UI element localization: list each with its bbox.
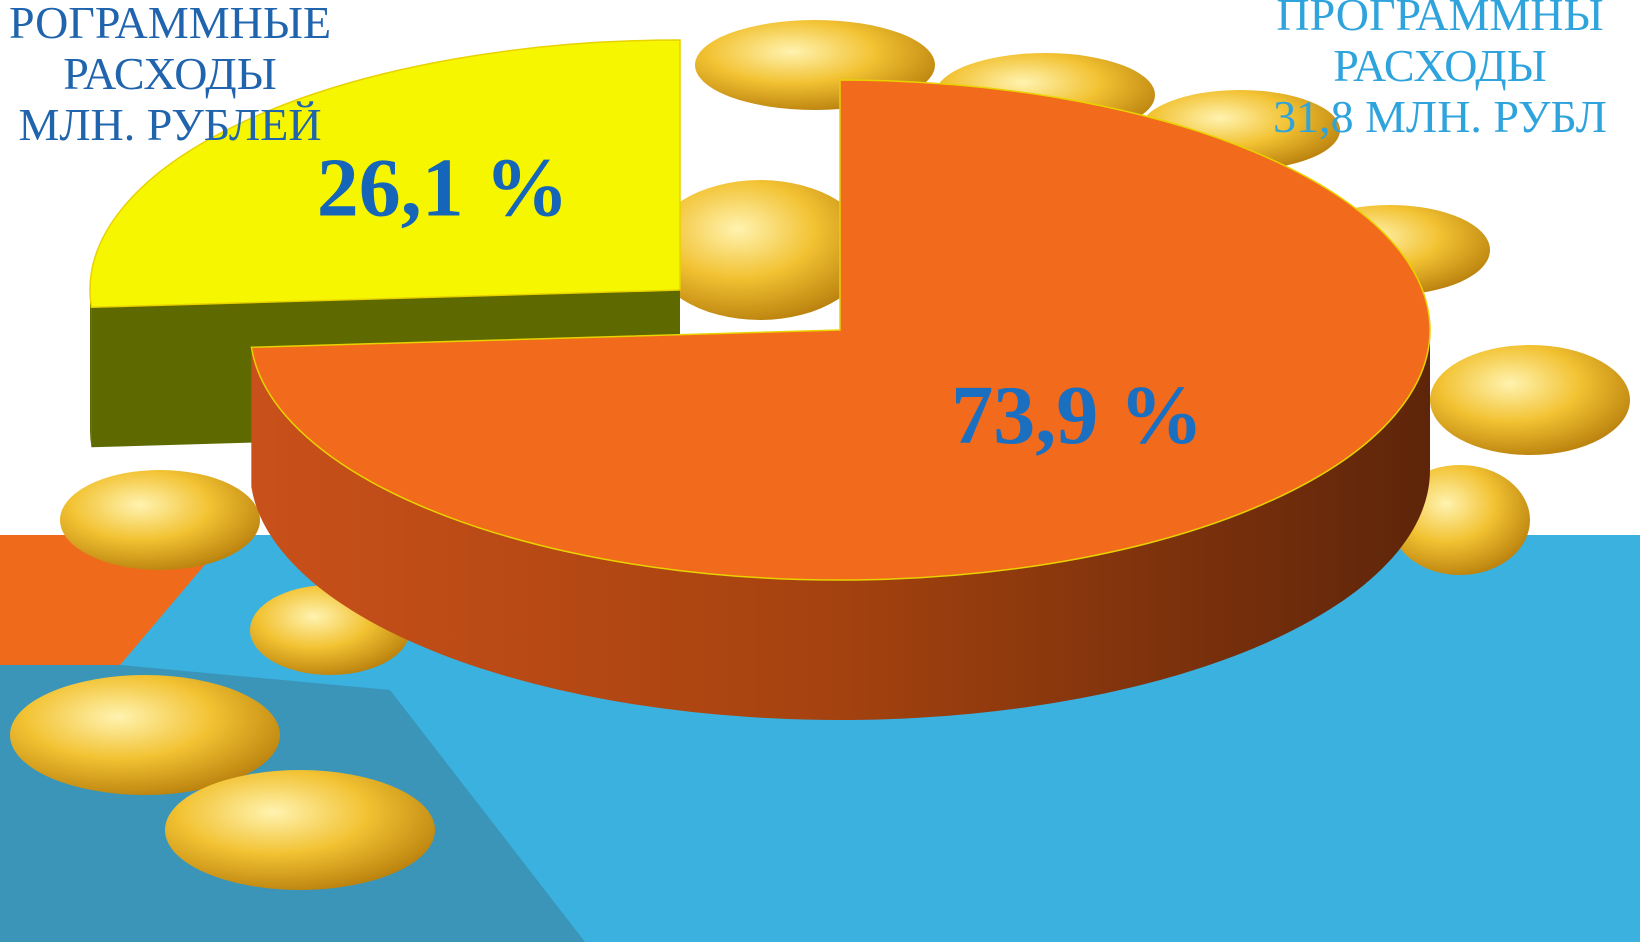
coin [60,470,260,570]
value-label: 73,9 % [951,369,1203,462]
coin [1430,345,1630,455]
value-label: 26,1 % [317,141,569,234]
annotation-line: РОГРАММНЫЕ [9,0,331,48]
chart: 26,1 %73,9 %РОГРАММНЫЕРАСХОДЫМЛН. РУБЛЕЙ… [0,0,1640,942]
coin [165,770,435,890]
annotation-line: ПРОГРАММНЫ [1276,0,1603,40]
annotation-line: РАСХОДЫ [1333,40,1546,91]
coin [650,180,870,320]
annotation-line: МЛН. РУБЛЕЙ [18,99,321,150]
annotation-line: РАСХОДЫ [63,48,276,99]
page: {"chart_data": { "type": "pie", "series"… [0,0,1640,942]
annotation-line: 31,8 МЛН. РУБЛ [1273,91,1607,142]
slice-side [90,290,91,447]
